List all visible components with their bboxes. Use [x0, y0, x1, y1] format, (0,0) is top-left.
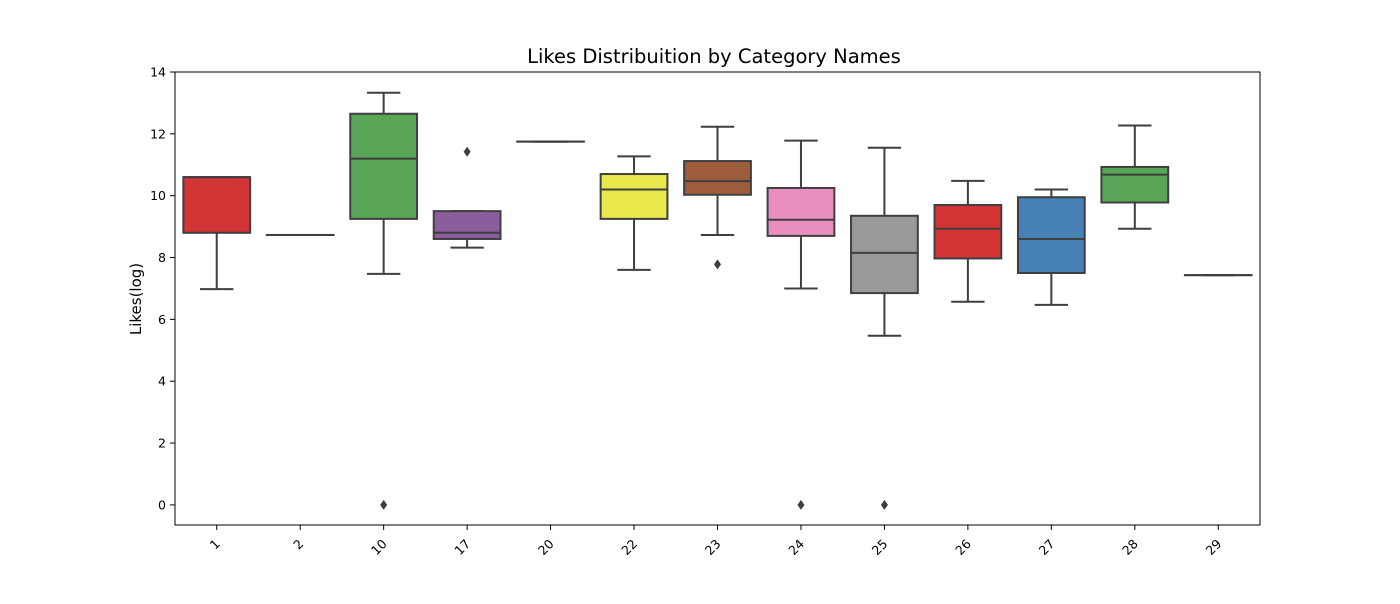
outlier-point [464, 147, 471, 157]
x-tick-label: 23 [702, 536, 724, 558]
x-tick-label: 29 [1203, 536, 1225, 558]
box-10 [350, 114, 417, 219]
x-tick-label: 20 [535, 536, 557, 558]
box-22 [601, 174, 668, 219]
y-axis-label: Likes(log) [127, 263, 145, 335]
box-25 [851, 216, 918, 293]
y-tick-label: 4 [158, 374, 166, 389]
x-tick-label: 2 [290, 536, 306, 552]
outlier-point [380, 500, 387, 510]
x-tick-label: 1 [207, 536, 223, 552]
box-28 [1101, 167, 1168, 203]
y-tick-label: 8 [158, 250, 166, 265]
x-tick-label: 22 [618, 536, 640, 558]
y-tick-label: 6 [158, 312, 166, 327]
box-1 [183, 177, 250, 233]
box-17 [434, 211, 501, 239]
y-tick-label: 12 [150, 126, 166, 141]
outlier-point [797, 500, 804, 510]
outlier-point [714, 259, 721, 269]
box-24 [768, 188, 835, 236]
x-tick-label: 25 [869, 536, 891, 558]
x-tick-label: 27 [1036, 536, 1058, 558]
y-tick-label: 10 [150, 188, 166, 203]
x-tick-label: 17 [451, 536, 473, 558]
y-tick-label: 2 [158, 436, 166, 451]
x-tick-label: 24 [785, 536, 807, 558]
y-tick-label: 0 [158, 497, 166, 512]
box-23 [684, 161, 751, 195]
chart-title: Likes Distribuition by Category Names [527, 45, 901, 68]
x-tick-label: 28 [1119, 536, 1141, 558]
x-tick-label: 10 [368, 536, 390, 558]
box-27 [1018, 197, 1085, 273]
y-tick-label: 14 [150, 65, 166, 80]
box-26 [935, 205, 1002, 258]
outlier-point [881, 500, 888, 510]
x-tick-label: 26 [952, 536, 974, 558]
